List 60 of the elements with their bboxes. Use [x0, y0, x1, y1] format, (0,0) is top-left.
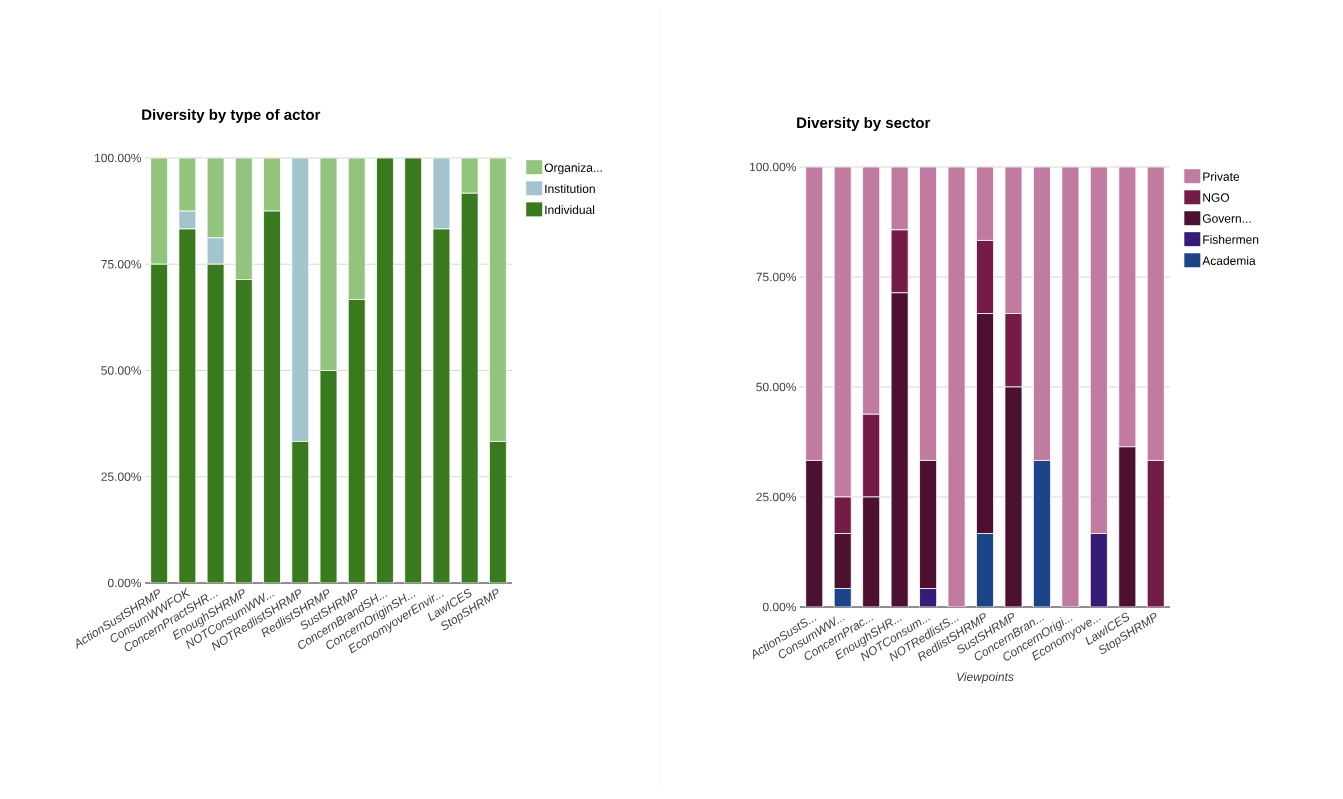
x-axis-title: Viewpoints: [957, 672, 1014, 684]
bar: [404, 157, 423, 583]
bar: [976, 166, 994, 241]
y-tick-label: 25.00%: [756, 492, 797, 502]
y-tick-label: 25.00%: [101, 472, 142, 481]
bar: [347, 299, 366, 583]
bar: [150, 157, 168, 265]
bar: [263, 157, 281, 212]
bar: [1032, 460, 1051, 607]
bar: [833, 166, 852, 498]
y-tick-label: 100.00%: [750, 162, 797, 172]
bar: [976, 240, 994, 314]
legend-label: NGO: [1203, 193, 1230, 202]
y-tick-label: 0.00%: [107, 578, 142, 588]
bar: [890, 229, 909, 294]
legend-label: Fishermen: [1203, 235, 1259, 244]
bar: [489, 441, 507, 583]
bar: [976, 533, 994, 607]
y-tick-label: 75.00%: [756, 272, 797, 282]
legend-label: Private: [1203, 172, 1240, 181]
legend-label: Individual: [545, 205, 595, 215]
legend-label: Govern...: [1202, 214, 1251, 223]
legend-label: Institution: [545, 184, 595, 193]
chart-title: Diversity by type of actor: [142, 108, 321, 123]
bar: [862, 413, 881, 498]
bar: [890, 292, 909, 607]
bar: [234, 279, 253, 583]
y-tick-label: 50.00%: [101, 366, 142, 375]
y-tick-label: 50.00%: [756, 382, 797, 392]
bar: [805, 460, 824, 607]
bar: [919, 166, 938, 461]
bar: [1146, 460, 1165, 607]
bar: [1118, 446, 1137, 607]
y-tick-label: 100.00%: [95, 153, 142, 163]
y-tick-label: 75.00%: [101, 259, 142, 269]
legend-label: Academia: [1202, 256, 1256, 265]
legend-label: Organiza...: [544, 163, 602, 175]
bar: [862, 496, 881, 607]
bar: [1118, 166, 1137, 448]
bar: [976, 313, 994, 534]
bar: [833, 496, 852, 534]
bar: [291, 441, 310, 583]
bar: [489, 157, 507, 442]
bar: [291, 157, 310, 442]
bar: [805, 166, 824, 461]
bar: [1089, 533, 1108, 607]
bar: [347, 157, 366, 300]
bar: [376, 157, 394, 583]
bar: [263, 210, 281, 583]
bar: [1146, 166, 1165, 461]
bar: [1032, 166, 1051, 461]
bar: [1089, 166, 1108, 534]
bar: [150, 263, 168, 583]
y-tick-label: 0.00%: [762, 602, 797, 612]
chart-title: Diversity by sector: [797, 117, 931, 132]
bar: [919, 460, 938, 589]
bar: [862, 166, 881, 415]
bar: [833, 533, 852, 589]
bar: [890, 166, 909, 231]
bar: [234, 157, 253, 280]
